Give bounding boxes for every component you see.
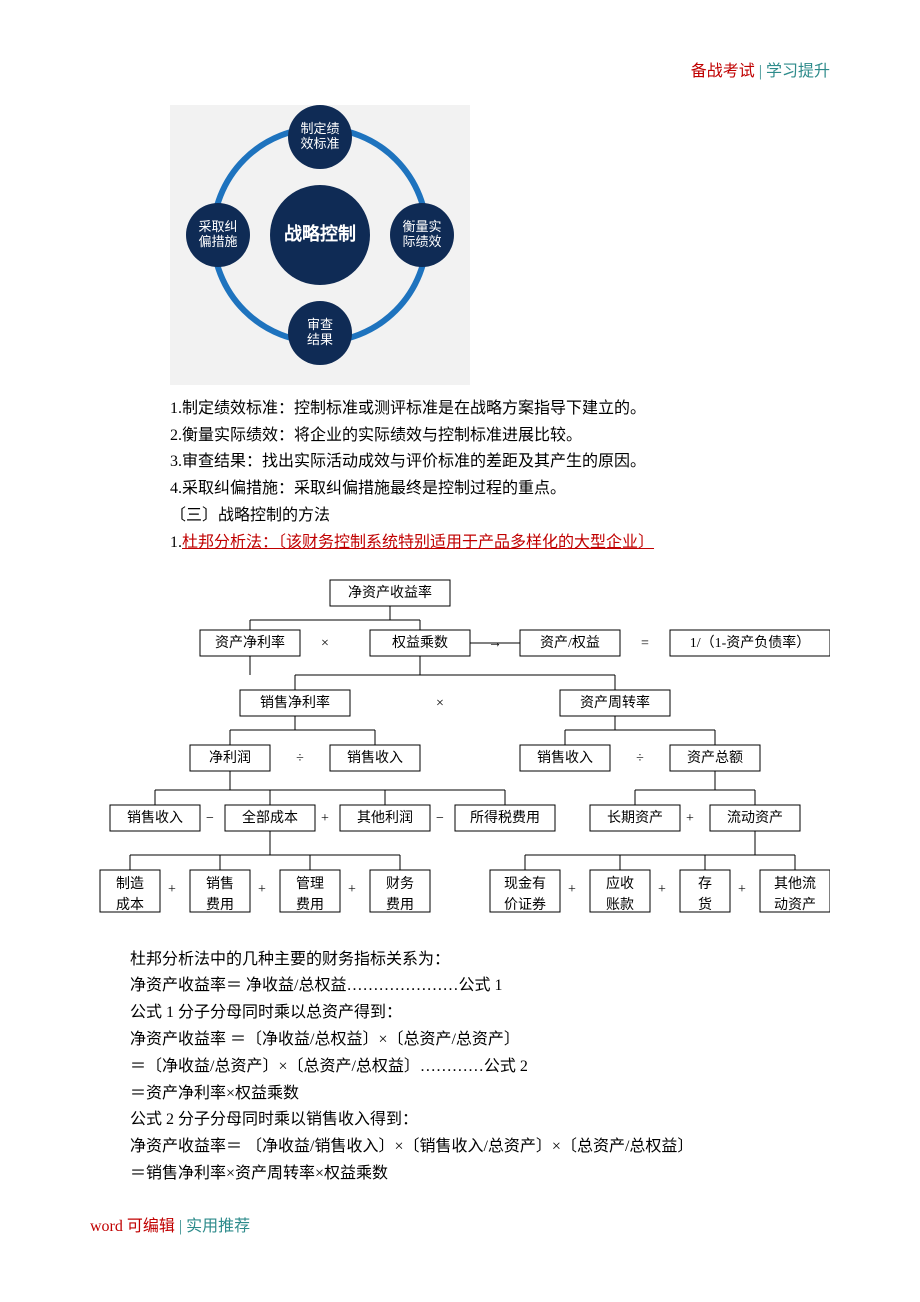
formula-6: ＝资产净利率×权益乘数 — [130, 1082, 830, 1107]
svg-text:−: − — [206, 811, 214, 826]
svg-text:销售净利率: 销售净利率 — [260, 694, 330, 711]
svg-text:价证券: 价证券 — [504, 896, 546, 912]
dupont-tree: 净资产收益率资产净利率 权益乘数 资产/权益 1/（1-资产负债率） 销售净利率 资产周转… — [90, 570, 830, 930]
svg-text:长期资产: 长期资产 — [607, 810, 663, 826]
svg-text:+: + — [258, 882, 266, 897]
svg-text:×: × — [321, 636, 329, 651]
svg-text:净资产收益率: 净资产收益率 — [348, 584, 432, 601]
svg-text:现金有: 现金有 — [504, 875, 546, 891]
footer-sep: | — [175, 1218, 186, 1235]
svg-text:+: + — [686, 811, 694, 826]
formula-4: 净资产收益率 ＝〔净收益/总权益〕×〔总资产/总资产〕 — [130, 1028, 830, 1053]
svg-text:销售收入: 销售收入 — [537, 750, 593, 766]
header-sep: | — [755, 63, 766, 80]
svg-text:其他利润: 其他利润 — [357, 810, 413, 826]
svg-text:财务: 财务 — [386, 875, 414, 891]
svg-text:资产总额: 资产总额 — [687, 750, 743, 766]
para-2: 2.衡量实际绩效：将企业的实际绩效与控制标准进展比较。 — [170, 424, 830, 449]
svg-text:资产周转率: 资产周转率 — [580, 694, 650, 711]
svg-text:资产/权益: 资产/权益 — [540, 635, 600, 651]
svg-text:1/（1-资产负债率）: 1/（1-资产负债率） — [690, 634, 811, 651]
para-1: 1.制定绩效标准：控制标准或测评标准是在战略方案指导下建立的。 — [170, 397, 830, 422]
svg-text:→: → — [488, 636, 502, 651]
svg-text:所得税费用: 所得税费用 — [470, 809, 540, 826]
svg-text:−: − — [436, 811, 444, 826]
svg-text:÷: ÷ — [636, 751, 644, 766]
diagram-node-left: 采取纠偏措施 — [186, 203, 250, 267]
svg-text:费用: 费用 — [296, 896, 324, 912]
svg-text:+: + — [568, 882, 576, 897]
formula-8: 净资产收益率＝ 〔净收益/销售收入〕×〔销售收入/总资产〕×〔总资产/总权益〕 — [130, 1135, 830, 1160]
diagram-node-bottom: 审查结果 — [288, 301, 352, 365]
svg-text:成本: 成本 — [116, 896, 144, 912]
svg-text:权益乘数: 权益乘数 — [392, 635, 448, 651]
formula-2: 净资产收益率＝ 净收益/总权益…………………公式 1 — [130, 974, 830, 999]
svg-text:其他流: 其他流 — [774, 875, 816, 891]
svg-text:净利润: 净利润 — [209, 750, 251, 766]
svg-text:存: 存 — [698, 875, 712, 891]
formula-block: 杜邦分析法中的几种主要的财务指标关系为： 净资产收益率＝ 净收益/总权益…………… — [130, 948, 830, 1187]
formula-7: 公式 2 分子分母同时乘以销售收入得到： — [130, 1108, 830, 1133]
page-footer: word 可编辑 | 实用推荐 — [90, 1215, 830, 1240]
footer-right: 实用推荐 — [186, 1218, 250, 1235]
svg-text:费用: 费用 — [206, 896, 234, 912]
formula-9: ＝销售净利率×资产周转率×权益乘数 — [130, 1162, 830, 1187]
formula-1: 杜邦分析法中的几种主要的财务指标关系为： — [130, 948, 830, 973]
formula-3: 公式 1 分子分母同时乘以总资产得到： — [130, 1001, 830, 1026]
strategy-circle-diagram: 战略控制 制定绩效标准 衡量实际绩效 审查结果 采取纠偏措施 — [170, 105, 470, 385]
svg-text:制造: 制造 — [116, 875, 144, 891]
para-3: 3.审查结果：找出实际活动成效与评价标准的差距及其产生的原因。 — [170, 450, 830, 475]
svg-text:销售收入: 销售收入 — [347, 750, 403, 766]
diagram-center-node: 战略控制 — [270, 185, 370, 285]
dupont-link: 杜邦分析法：〔该财务控制系统特别适用于产品多样化的大型企业〕 — [182, 534, 654, 551]
svg-text:管理: 管理 — [296, 875, 324, 891]
svg-text:费用: 费用 — [386, 896, 414, 912]
formula-5: ＝〔净收益/总资产〕×〔总资产/总权益〕…………公式 2 — [130, 1055, 830, 1080]
page-header: 备战考试 | 学习提升 — [90, 60, 830, 85]
diagram-node-top: 制定绩效标准 — [288, 105, 352, 169]
para-6: 1.杜邦分析法：〔该财务控制系统特别适用于产品多样化的大型企业〕 — [170, 531, 830, 556]
svg-text:+: + — [658, 882, 666, 897]
svg-text:全部成本: 全部成本 — [242, 809, 298, 826]
svg-text:+: + — [348, 882, 356, 897]
footer-left: word 可编辑 — [90, 1218, 175, 1235]
header-right: 学习提升 — [766, 63, 830, 80]
para-4: 4.采取纠偏措施：采取纠偏措施最终是控制过程的重点。 — [170, 477, 830, 502]
svg-text:+: + — [738, 882, 746, 897]
svg-text:账款: 账款 — [606, 896, 634, 912]
diagram-node-right: 衡量实际绩效 — [390, 203, 454, 267]
svg-text:×: × — [436, 696, 444, 711]
svg-text:销售收入: 销售收入 — [127, 810, 183, 826]
svg-text:销售: 销售 — [206, 875, 234, 891]
svg-text:资产净利率: 资产净利率 — [215, 634, 285, 651]
svg-text:流动资产: 流动资产 — [727, 810, 783, 826]
svg-text:+: + — [168, 882, 176, 897]
svg-text:÷: ÷ — [296, 751, 304, 766]
svg-text:动资产: 动资产 — [774, 896, 816, 912]
para-5: 〔三〕战略控制的方法 — [170, 504, 830, 529]
header-left: 备战考试 — [691, 63, 755, 80]
svg-text:应收: 应收 — [606, 874, 634, 891]
para-6-prefix: 1. — [170, 534, 182, 551]
svg-text:=: = — [641, 636, 649, 651]
svg-text:货: 货 — [698, 895, 712, 912]
svg-text:+: + — [321, 811, 329, 826]
dupont-tree-svg: 净资产收益率资产净利率 权益乘数 资产/权益 1/（1-资产负债率） 销售净利率 资产周转… — [90, 570, 830, 930]
